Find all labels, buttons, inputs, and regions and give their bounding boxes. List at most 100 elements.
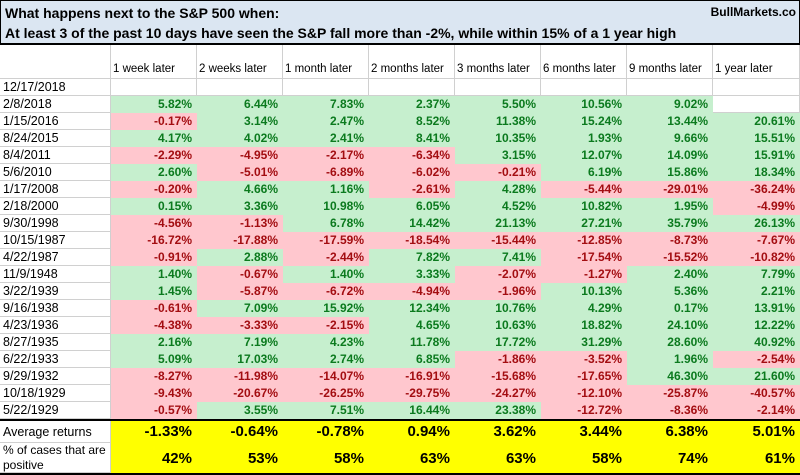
return-cell[interactable]: 40.92% [713,334,800,351]
return-cell[interactable]: -2.61% [369,181,455,198]
return-cell[interactable]: 10.13% [541,283,627,300]
return-cell[interactable]: 2.88% [197,249,283,266]
date-cell[interactable]: 9/29/1932 [0,368,111,385]
return-cell[interactable]: -4.38% [111,317,197,334]
return-cell[interactable]: -11.98% [197,368,283,385]
return-cell[interactable]: 4.17% [111,130,197,147]
return-cell[interactable]: 12.34% [369,300,455,317]
return-cell[interactable]: 6.78% [283,215,369,232]
return-cell[interactable]: -29.75% [369,385,455,402]
return-cell[interactable]: -18.54% [369,232,455,249]
return-cell[interactable]: 12.07% [541,147,627,164]
return-cell[interactable]: -15.44% [455,232,541,249]
return-cell[interactable]: -17.59% [283,232,369,249]
return-cell[interactable]: 7.79% [713,266,800,283]
percent-positive-cell[interactable]: 61% [713,443,800,473]
return-cell[interactable]: 1.93% [541,130,627,147]
date-cell[interactable]: 10/18/1929 [0,385,111,402]
percent-positive-cell[interactable]: 63% [369,443,455,473]
return-cell[interactable]: 2.74% [283,351,369,368]
return-cell[interactable]: 13.91% [713,300,800,317]
return-cell[interactable]: 7.82% [369,249,455,266]
return-cell[interactable]: 7.09% [197,300,283,317]
return-cell[interactable]: 2.16% [111,334,197,351]
return-cell[interactable]: 17.72% [455,334,541,351]
date-cell[interactable]: 5/22/1929 [0,402,111,419]
return-cell[interactable]: -15.52% [627,249,713,266]
return-cell[interactable]: 10.82% [541,198,627,215]
date-cell[interactable]: 2/8/2018 [0,96,111,113]
return-cell[interactable]: 46.30% [627,368,713,385]
date-cell[interactable]: 1/15/2016 [0,113,111,130]
return-cell[interactable]: 17.03% [197,351,283,368]
date-cell[interactable]: 1/17/2008 [0,181,111,198]
date-cell[interactable]: 11/9/1948 [0,266,111,283]
return-cell[interactable]: -0.57% [111,402,197,419]
return-cell[interactable] [541,79,627,96]
return-cell[interactable]: 4.52% [455,198,541,215]
return-cell[interactable]: -6.72% [283,283,369,300]
return-cell[interactable]: -0.17% [111,113,197,130]
return-cell[interactable]: -0.61% [111,300,197,317]
return-cell[interactable]: 3.15% [455,147,541,164]
return-cell[interactable]: 6.19% [541,164,627,181]
return-cell[interactable]: 4.29% [541,300,627,317]
return-cell[interactable]: 9.02% [627,96,713,113]
return-cell[interactable]: 21.13% [455,215,541,232]
return-cell[interactable]: 6.44% [197,96,283,113]
return-cell[interactable]: -4.94% [369,283,455,300]
average-return-cell[interactable]: -0.64% [197,421,283,443]
return-cell[interactable]: 5.50% [455,96,541,113]
return-cell[interactable]: 23.38% [455,402,541,419]
percent-positive-cell[interactable]: 63% [455,443,541,473]
return-cell[interactable]: 27.21% [541,215,627,232]
date-cell[interactable]: 2/18/2000 [0,198,111,215]
date-cell[interactable]: 10/15/1987 [0,232,111,249]
return-cell[interactable]: 15.91% [713,147,800,164]
return-cell[interactable]: 21.60% [713,368,800,385]
date-cell[interactable]: 9/30/1998 [0,215,111,232]
return-cell[interactable]: 10.56% [541,96,627,113]
return-cell[interactable]: -12.10% [541,385,627,402]
return-cell[interactable]: -1.27% [541,266,627,283]
return-cell[interactable]: 6.05% [369,198,455,215]
return-cell[interactable]: -17.54% [541,249,627,266]
return-cell[interactable]: 14.09% [627,147,713,164]
average-return-cell[interactable]: 5.01% [713,421,800,443]
average-return-cell[interactable]: -1.33% [111,421,197,443]
return-cell[interactable]: -10.82% [713,249,800,266]
return-cell[interactable]: -8.27% [111,368,197,385]
return-cell[interactable]: -4.99% [713,198,800,215]
return-cell[interactable]: 1.45% [111,283,197,300]
percent-positive-cell[interactable]: 42% [111,443,197,473]
return-cell[interactable] [627,79,713,96]
return-cell[interactable]: -3.33% [197,317,283,334]
date-cell[interactable]: 8/4/2011 [0,147,111,164]
return-cell[interactable] [111,79,197,96]
return-cell[interactable]: -17.88% [197,232,283,249]
return-cell[interactable]: -26.25% [283,385,369,402]
date-cell[interactable]: 9/16/1938 [0,300,111,317]
return-cell[interactable]: 26.13% [713,215,800,232]
return-cell[interactable]: 2.37% [369,96,455,113]
average-return-cell[interactable]: 0.94% [369,421,455,443]
date-cell[interactable]: 8/24/2015 [0,130,111,147]
average-return-cell[interactable]: 3.44% [541,421,627,443]
return-cell[interactable]: 2.21% [713,283,800,300]
percent-positive-cell[interactable]: 58% [541,443,627,473]
return-cell[interactable]: -40.57% [713,385,800,402]
return-cell[interactable]: 31.29% [541,334,627,351]
return-cell[interactable]: 5.36% [627,283,713,300]
return-cell[interactable]: -16.91% [369,368,455,385]
return-cell[interactable]: 6.85% [369,351,455,368]
return-cell[interactable]: -2.29% [111,147,197,164]
return-cell[interactable]: 14.42% [369,215,455,232]
return-cell[interactable]: -5.87% [197,283,283,300]
return-cell[interactable] [369,79,455,96]
date-cell[interactable]: 3/22/1939 [0,283,111,300]
return-cell[interactable]: 4.02% [197,130,283,147]
return-cell[interactable]: -16.72% [111,232,197,249]
return-cell[interactable]: 15.92% [283,300,369,317]
average-return-cell[interactable]: -0.78% [283,421,369,443]
return-cell[interactable]: -14.07% [283,368,369,385]
